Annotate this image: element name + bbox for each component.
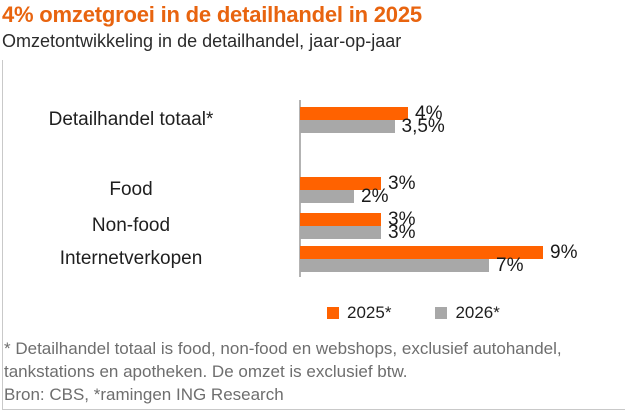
- legend-swatch-2026: [435, 307, 448, 319]
- chart-legend: 2025* 2026*: [327, 303, 500, 323]
- chart-subtitle: Omzetontwikkeling in de detailhandel, ja…: [2, 31, 402, 51]
- legend-label-2026: 2026*: [455, 303, 500, 322]
- source-line: Bron: CBS, *ramingen ING Research: [4, 385, 284, 404]
- chart-footnote: * Detailhandel totaal is food, non-food …: [4, 337, 620, 406]
- chart-title: 4% omzetgroei in de detailhandel in 2025: [2, 2, 422, 27]
- footnote-line-2: tankstations en apotheken. De omzet is e…: [4, 362, 408, 381]
- legend-swatch-2025: [327, 307, 339, 319]
- footnote-line-1: * Detailhandel totaal is food, non-food …: [4, 339, 562, 358]
- legend-label-2025: 2025*: [347, 303, 392, 322]
- legend-item-2025: 2025*: [327, 303, 391, 323]
- legend-item-2026: 2026*: [435, 303, 500, 323]
- chart-frame-border: [2, 60, 625, 410]
